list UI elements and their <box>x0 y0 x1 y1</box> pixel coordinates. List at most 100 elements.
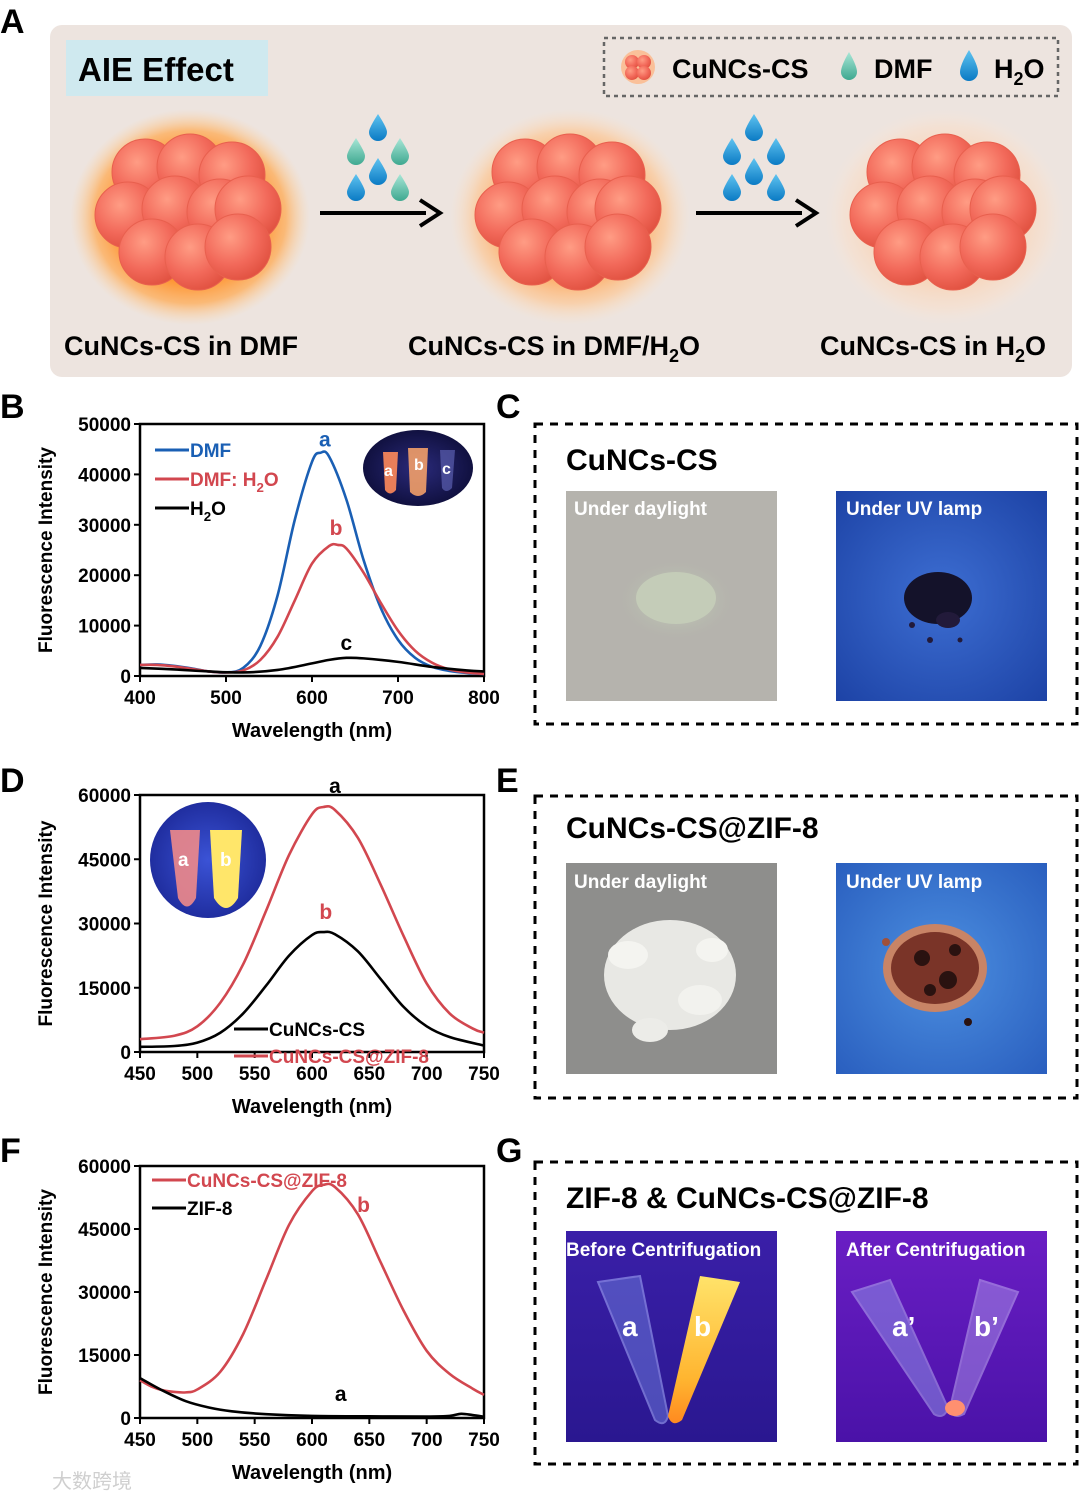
legend-label-dmf: DMF <box>874 54 932 84</box>
series-letter-c: c <box>341 632 353 655</box>
photo-e1-label: Under daylight <box>574 872 708 893</box>
droplet-icon <box>347 174 365 201</box>
legend-text-tail: O <box>264 470 279 491</box>
y-tick-label: 50000 <box>78 415 131 436</box>
photo-c1-label: Under daylight <box>574 499 708 520</box>
state-label-water: CuNCs-CS in H2O <box>820 331 1046 366</box>
g-after-tube-a: a’ <box>892 1311 915 1342</box>
nanoparticle <box>584 213 652 281</box>
droplet-icon <box>369 158 387 185</box>
y-axis-label: Fluorescence Intensity <box>36 447 57 653</box>
series-letter-a: a <box>329 775 341 798</box>
y-axis-label: Fluorescence Intensity <box>36 820 57 1026</box>
series-letter-a: a <box>319 429 331 452</box>
x-tick-label: 500 <box>181 1430 213 1451</box>
y-tick-label: 20000 <box>78 566 131 587</box>
series-line-a <box>139 1376 485 1419</box>
droplet-icon <box>347 138 365 165</box>
series-line-b <box>139 542 485 676</box>
panel-label-e: E <box>496 762 519 800</box>
watermark: 大数跨境 <box>52 1469 132 1493</box>
legend-label: CuNCs-CS <box>269 1020 365 1041</box>
x-tick-label: 650 <box>353 1064 385 1085</box>
y-tick-label: 45000 <box>78 1220 131 1241</box>
legend-label: CuNCs-CS@ZIF-8 <box>187 1171 347 1192</box>
panel-g-frame <box>533 1160 1079 1466</box>
inset-photo-d: a b <box>150 802 266 918</box>
legend-label-water: H2O <box>994 54 1045 89</box>
x-tick-label: 500 <box>210 688 242 709</box>
x-tick-label: 700 <box>382 688 414 709</box>
panel-c: CuNCs-CS Under daylight Under UV lamp <box>533 422 1079 726</box>
panel-label-c: C <box>496 388 521 426</box>
legend-subscript: 2 <box>204 509 211 524</box>
x-tick-label: 800 <box>468 688 500 709</box>
panel-label-a: A <box>0 3 25 41</box>
legend-label: DMF: H2O <box>190 470 279 495</box>
droplet-icon <box>745 158 763 185</box>
x-tick-label: 600 <box>296 1064 328 1085</box>
series-letter-b: b <box>330 517 343 540</box>
aie-title-box <box>66 40 268 96</box>
series-letter-b: b <box>319 901 332 924</box>
y-tick-label: 30000 <box>78 516 131 537</box>
nanocluster-3 <box>825 109 1065 325</box>
y-tick-label: 30000 <box>78 915 131 936</box>
legend-label: H2O <box>190 499 226 524</box>
after-centrifugation-photo <box>836 1231 1047 1442</box>
x-tick-label: 450 <box>124 1430 156 1451</box>
inset-d-tube-b: b <box>220 850 232 871</box>
y-tick-label: 15000 <box>78 1346 131 1367</box>
droplet-icon <box>745 114 763 141</box>
droplet-icon <box>391 138 409 165</box>
inset-b-tube-c: c <box>442 461 451 478</box>
legend-label-cuncs: CuNCs-CS <box>672 54 809 84</box>
aie-title: AIE Effect <box>78 51 234 88</box>
arrow-2-head <box>794 198 820 228</box>
series-line-c <box>139 656 485 674</box>
panel-e-frame <box>533 794 1079 1100</box>
inset-photo-b: a b c <box>363 430 473 506</box>
legend-text-tail: O <box>211 499 226 520</box>
y-tick-label: 10000 <box>78 617 131 638</box>
y-tick-label: 0 <box>120 1409 131 1430</box>
x-tick-label: 550 <box>239 1064 271 1085</box>
y-tick-label: 0 <box>120 667 131 688</box>
nanocluster-2 <box>450 109 690 325</box>
legend-label: ZIF-8 <box>187 1199 232 1220</box>
photo-g2-label: After Centrifugation <box>846 1240 1025 1261</box>
panel-e: CuNCs-CS@ZIF-8 Under daylight Under UV l… <box>533 794 1079 1100</box>
panel-a: AIE Effect CuNCs-CS DMF H2O CuNCs-CS in … <box>50 25 1072 377</box>
y-axis-label: Fluorescence Intensity <box>36 1189 57 1395</box>
x-axis-label: Wavelength (nm) <box>232 1096 392 1118</box>
state-label-mixed: CuNCs-CS in DMF/H2O <box>408 331 700 366</box>
x-tick-label: 700 <box>411 1430 443 1451</box>
chart-b: 400 500 600 700 800 0 10000 20000 30000 40000 5000… <box>36 415 500 742</box>
x-tick-label: 600 <box>296 1430 328 1451</box>
legend-text: DMF <box>190 441 231 462</box>
droplet-icon <box>369 114 387 141</box>
x-tick-label: 550 <box>239 1430 271 1451</box>
droplet-icon <box>391 174 409 201</box>
panel-label-d: D <box>0 762 25 800</box>
g-before-tube-b: b <box>694 1311 711 1342</box>
state-label-dmf: CuNCs-CS in DMF <box>64 331 298 361</box>
y-tick-label: 0 <box>120 1043 131 1064</box>
x-tick-label: 400 <box>124 688 156 709</box>
legend-box <box>602 36 1060 98</box>
droplet-icon <box>723 174 741 201</box>
legend-subscript: 2 <box>256 480 263 495</box>
x-axis-label: Wavelength (nm) <box>232 1462 392 1484</box>
chart-d: 450 500 550 600 650 700 750 0 15000 30000 45000 600… <box>36 775 500 1118</box>
legend-text: CuNCs-CS@ZIF-8 <box>269 1047 429 1068</box>
droplet-icon <box>767 138 785 165</box>
panel-c-frame <box>533 422 1079 726</box>
y-tick-label: 40000 <box>78 465 131 486</box>
x-tick-label: 500 <box>181 1064 213 1085</box>
series-letter-a: a <box>335 1383 347 1406</box>
panel-g-title: ZIF-8 & CuNCs-CS@ZIF-8 <box>566 1182 929 1215</box>
legend-label: DMF <box>190 441 231 462</box>
inset-b-tube-a: a <box>384 463 393 480</box>
panel-label-f: F <box>0 1132 21 1170</box>
x-tick-label: 750 <box>468 1064 500 1085</box>
